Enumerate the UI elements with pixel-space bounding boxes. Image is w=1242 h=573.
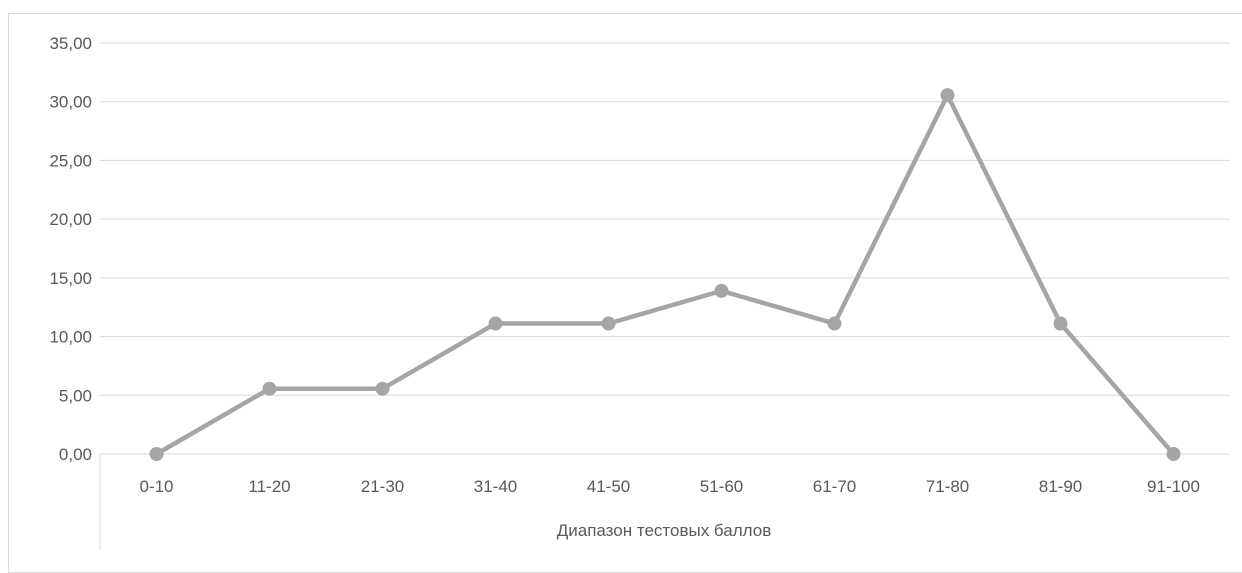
- data-point: [714, 283, 729, 298]
- data-point: [940, 88, 955, 103]
- y-tick-label: 20,00: [49, 210, 92, 229]
- y-tick-label: 10,00: [49, 328, 92, 347]
- data-point: [1166, 447, 1181, 461]
- x-tick-label: 11-20: [248, 477, 290, 496]
- x-tick-label: 31-40: [474, 477, 517, 496]
- y-tick-label: 5,00: [59, 386, 92, 405]
- y-tick-label: 25,00: [49, 151, 92, 170]
- x-tick-label: 81-90: [1039, 477, 1082, 496]
- data-point: [601, 316, 616, 331]
- x-tick-label: 91-100: [1147, 477, 1200, 496]
- x-tick-label: 51-60: [700, 477, 743, 496]
- data-point: [149, 447, 164, 461]
- x-tick-label: 71-80: [926, 477, 969, 496]
- data-point: [262, 381, 277, 396]
- data-point: [488, 316, 503, 331]
- y-tick-label: 30,00: [49, 93, 92, 112]
- x-tick-label: 21-30: [361, 477, 404, 496]
- y-tick-label: 35,00: [49, 34, 92, 53]
- series-layer: [149, 88, 1181, 461]
- x-tick-label: 61-70: [813, 477, 856, 496]
- data-point: [375, 381, 390, 396]
- y-axis-tick-labels: 0,00 5,00 10,00 15,00 20,00 25,00 30,00 35,00: [49, 34, 92, 464]
- data-point: [827, 316, 842, 331]
- x-axis-tick-labels: 0-10 11-20 21-30 31-40 41-50 51-60 61-70 71-80 8…: [139, 477, 1199, 496]
- data-point: [1053, 316, 1068, 331]
- series-line: [154, 92, 1176, 457]
- x-axis-title: Диапазон тестовых баллов: [557, 521, 772, 540]
- line-chart: 0,00 5,00 10,00 15,00 20,00 25,00 30,00 35,00 0…: [49, 34, 1230, 550]
- x-tick-label: 0-10: [139, 477, 173, 496]
- x-tick-label: 41-50: [587, 477, 630, 496]
- y-tick-label: 0,00: [59, 445, 92, 464]
- gridlines: [99, 42, 1230, 550]
- chart-frame: [8, 13, 1242, 573]
- y-tick-label: 15,00: [49, 269, 92, 288]
